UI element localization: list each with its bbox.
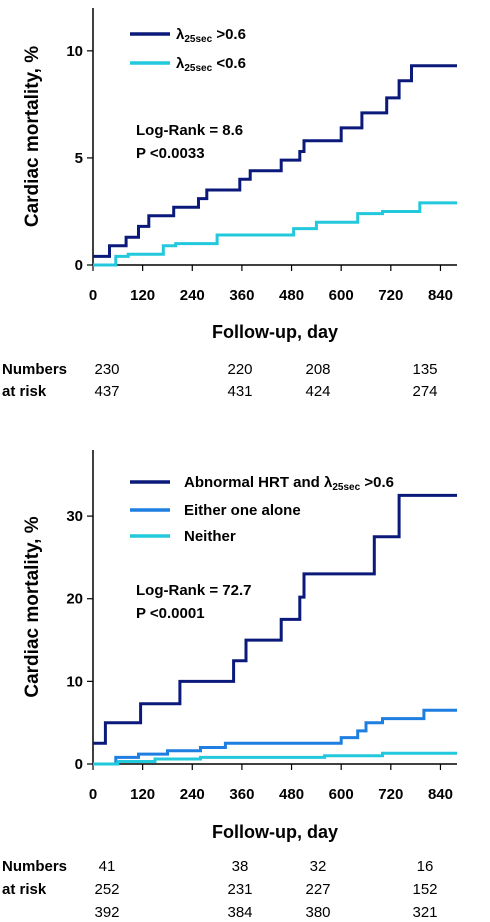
risk-table-cell: 230 xyxy=(94,361,119,378)
risk-table-label: Numbers xyxy=(2,361,67,378)
series-line-1 xyxy=(93,493,457,745)
risk-table-cell: 220 xyxy=(227,361,252,378)
risk-table-cell: 384 xyxy=(227,904,252,921)
x-tick-label: 360 xyxy=(229,287,254,304)
x-tick-label: 240 xyxy=(180,287,205,304)
legend-label: Either one alone xyxy=(184,502,301,519)
risk-table-cell: 32 xyxy=(310,858,327,875)
x-tick-label: 840 xyxy=(428,786,453,803)
y-tick-label: 30 xyxy=(66,508,83,525)
risk-table-cell: 135 xyxy=(412,361,437,378)
risk-table-label: at risk xyxy=(2,881,47,898)
series-line-3 xyxy=(93,751,457,766)
x-tick-label: 480 xyxy=(279,287,304,304)
risk-table-cell: 152 xyxy=(412,881,437,898)
x-tick-label: 480 xyxy=(279,786,304,803)
x-tick-label: 600 xyxy=(329,287,354,304)
chart-panel-2: 0 120 240 360 480 600 720 840 0 10 20 30 Cardiac mor… xyxy=(2,450,457,921)
chart-panel-1: 0 120 240 360 480 600 720 840 0 5 10 Cardiac mortal… xyxy=(2,8,457,400)
x-axis-title: Follow-up, day xyxy=(212,322,338,342)
risk-table-cell: 41 xyxy=(99,858,116,875)
legend-label: Abnormal HRT and λ25sec >0.6 xyxy=(184,474,394,493)
y-tick-label: 5 xyxy=(75,150,83,167)
risk-table-cell: 437 xyxy=(94,383,119,400)
stat-annotation: P <0.0001 xyxy=(136,605,205,622)
risk-table-cell: 424 xyxy=(305,383,330,400)
legend-label: λ25sec >0.6 xyxy=(176,26,246,45)
stat-annotation: Log-Rank = 72.7 xyxy=(136,582,251,599)
stat-annotation: Log-Rank = 8.6 xyxy=(136,122,243,139)
legend-label: Neither xyxy=(184,528,236,545)
risk-table-cell: 38 xyxy=(232,858,249,875)
series-line-2 xyxy=(93,201,457,267)
y-tick-label: 0 xyxy=(75,756,83,773)
risk-table-cell: 16 xyxy=(417,858,434,875)
x-tick-label: 240 xyxy=(180,786,205,803)
risk-table-cell: 208 xyxy=(305,361,330,378)
series-line-2 xyxy=(93,708,457,766)
y-tick-label: 10 xyxy=(66,43,83,60)
risk-table-label: at risk xyxy=(2,383,47,400)
risk-table-cell: 252 xyxy=(94,881,119,898)
y-tick-label: 0 xyxy=(75,257,83,274)
risk-table-label: Numbers xyxy=(2,858,67,875)
x-tick-label: 840 xyxy=(428,287,453,304)
risk-table-cell: 274 xyxy=(412,383,437,400)
x-tick-label: 720 xyxy=(378,786,403,803)
x-tick-label: 600 xyxy=(329,786,354,803)
series-line-1 xyxy=(93,64,457,258)
risk-table-cell: 380 xyxy=(305,904,330,921)
risk-table-cell: 321 xyxy=(412,904,437,921)
risk-table-cell: 392 xyxy=(94,904,119,921)
y-axis-title: Cardiac mortality, % xyxy=(22,46,43,227)
risk-table-cell: 431 xyxy=(227,383,252,400)
y-tick-label: 20 xyxy=(66,591,83,608)
legend-label: λ25sec <0.6 xyxy=(176,55,246,74)
x-tick-label: 120 xyxy=(130,287,155,304)
x-tick-label: 0 xyxy=(89,786,97,803)
stat-annotation: P <0.0033 xyxy=(136,145,205,162)
risk-table-cell: 231 xyxy=(227,881,252,898)
x-tick-label: 120 xyxy=(130,786,155,803)
x-axis-title: Follow-up, day xyxy=(212,822,338,842)
y-axis-title: Cardiac mortality, % xyxy=(22,516,43,697)
x-tick-label: 720 xyxy=(378,287,403,304)
risk-table-cell: 227 xyxy=(305,881,330,898)
x-tick-label: 0 xyxy=(89,287,97,304)
x-tick-label: 360 xyxy=(229,786,254,803)
y-tick-label: 10 xyxy=(66,673,83,690)
